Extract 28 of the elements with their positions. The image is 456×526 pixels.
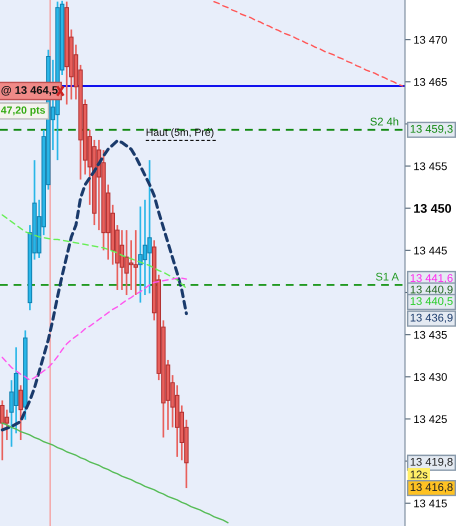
ref-line-label: S1 A [376, 272, 399, 281]
candlestick [0, 400, 5, 462]
annotation: Haut (5m, Pré) [146, 128, 214, 138]
line-series [0, 139, 188, 432]
line-series [213, 0, 404, 87]
y-tick-label: 13 430 [414, 373, 447, 381]
y-tick-label: 13 445 [414, 246, 447, 254]
line-series [2, 277, 188, 381]
candlestick [18, 384, 23, 441]
y-tick-label: 13 465 [414, 78, 447, 86]
text: 13 459,3 [410, 124, 453, 134]
y-tick-label: 13 470 [414, 36, 447, 44]
text: 13 419,8 [410, 458, 453, 468]
text: 13 440,5 [410, 297, 453, 306]
text: 12s [410, 470, 428, 478]
text: 13 440,9 [410, 286, 453, 295]
y-tick-label: 13 450 [414, 204, 452, 213]
text: 13 436,9 [410, 314, 453, 323]
annotation: @ 13 464,5 [1, 86, 58, 96]
y-tick-label: 13 435 [414, 330, 447, 339]
y-tick-label: 13 415 [414, 500, 447, 508]
annotation: 47,20 pts [0, 106, 45, 116]
line-series [2, 214, 188, 289]
y-tick-label: 13 425 [414, 415, 447, 424]
text: 13 416,8 [410, 483, 453, 492]
ref-line-label: S2 4h [370, 117, 398, 126]
y-tick-label: 13 455 [414, 162, 447, 170]
text: 13 441,6 [410, 274, 453, 284]
